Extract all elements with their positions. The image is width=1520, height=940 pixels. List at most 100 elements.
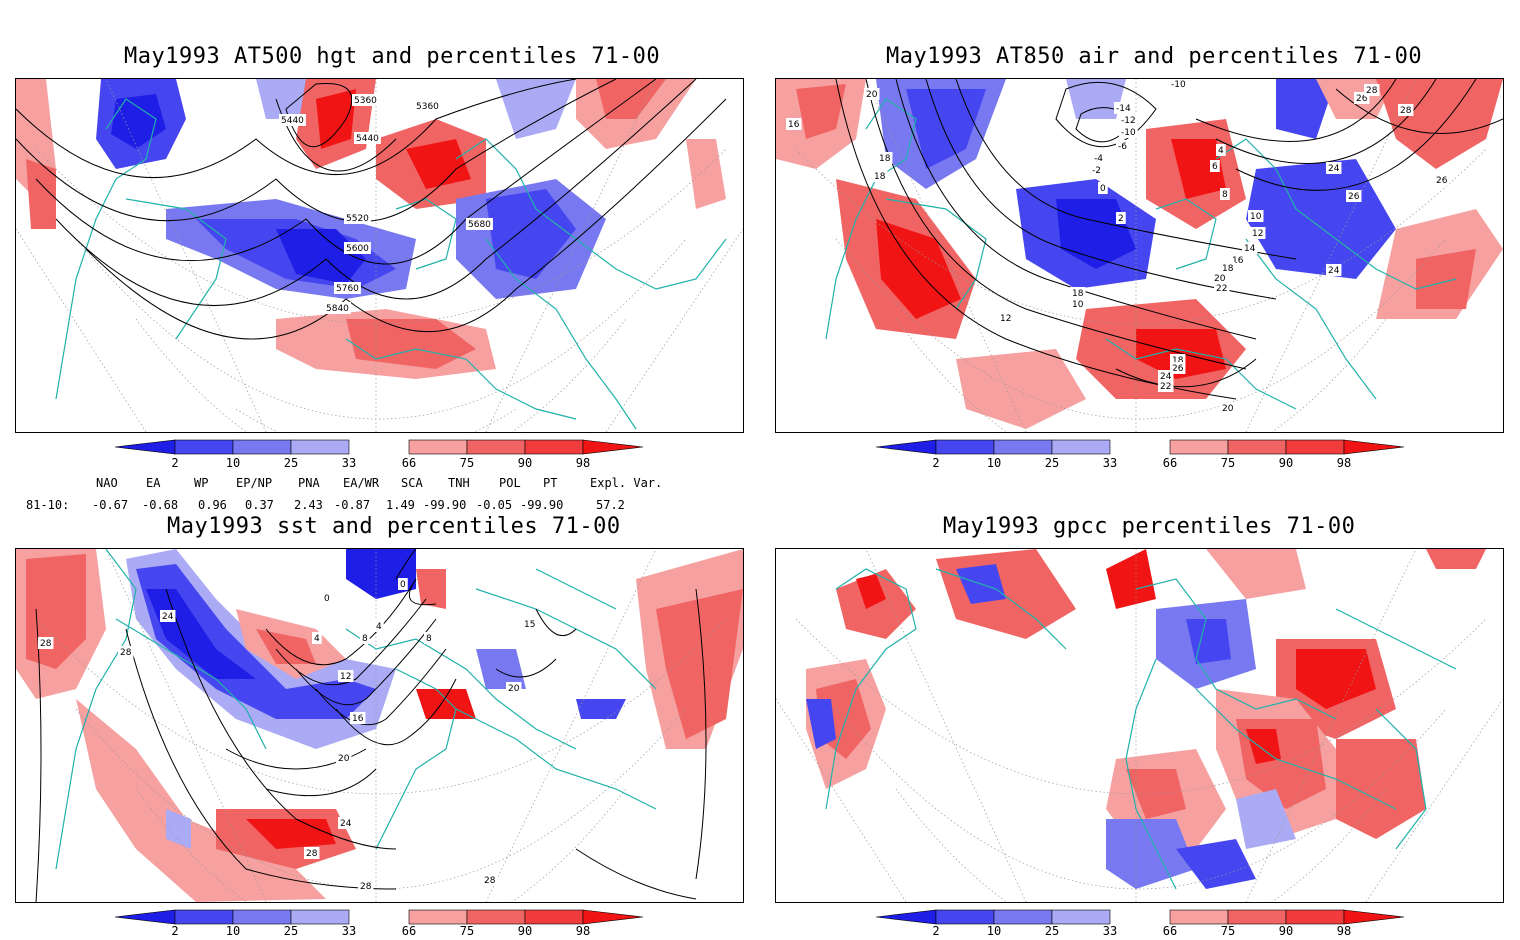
legend-label: 25 [1044, 924, 1060, 938]
percentile-shading [776, 79, 1503, 429]
map-at850-air: 20 16 18 18 -10 -14 -12 -10 -6 -4 -2 0 2… [775, 78, 1504, 433]
legend-label: 98 [575, 456, 591, 470]
legend-label: 98 [575, 924, 591, 938]
legend-label: 10 [225, 456, 241, 470]
contour-labels: 28 28 24 0 4 4 8 8 12 16 20 24 28 28 28 … [38, 578, 538, 892]
colorbar-legend-bottom-right: 2 10 25 33 66 75 90 98 [875, 909, 1406, 940]
contour-label: 8 [1222, 190, 1228, 200]
contour-label: 18 [1072, 289, 1084, 299]
colorbar [875, 439, 1405, 455]
contour-label: 8 [362, 634, 368, 644]
contour-label: 10 [1072, 300, 1084, 310]
contour-label: 5520 [346, 214, 369, 224]
contour-label: 5840 [326, 304, 349, 314]
contour-label: -12 [1121, 116, 1136, 126]
tele-header: TNH [448, 476, 470, 490]
contour-label: 5440 [356, 134, 379, 144]
tele-header: EA/WR [343, 476, 380, 490]
contour-label: 24 [1328, 164, 1340, 174]
legend-label: 25 [1044, 456, 1060, 470]
contour-label: 15 [524, 620, 535, 630]
contour-label: 4 [1218, 146, 1224, 156]
tele-header: PNA [298, 476, 320, 490]
legend-label: 10 [986, 456, 1002, 470]
colorbar-legend-bottom-left: 2 10 25 33 66 75 90 98 [114, 909, 645, 940]
map-canvas [776, 549, 1503, 902]
legend-label: 66 [401, 456, 417, 470]
contour-label: 5600 [346, 244, 369, 254]
legend-label: 98 [1336, 456, 1352, 470]
tele-value: 57.2 [596, 498, 625, 512]
legend-label: 25 [283, 456, 299, 470]
legend-label: 75 [1220, 456, 1236, 470]
contour-label: 8 [426, 634, 432, 644]
contour-label: 20 [1222, 404, 1234, 414]
contour-label: 28 [1366, 86, 1378, 96]
panel-title-gpcc: May1993 gpcc percentiles 71-00 [943, 514, 1356, 539]
colorbar [875, 909, 1405, 925]
contour-label: -4 [1094, 154, 1103, 164]
legend-label: 33 [341, 456, 357, 470]
contour-label: 26 [1356, 94, 1368, 104]
legend-label: 10 [986, 924, 1002, 938]
legend-label: 33 [1102, 924, 1118, 938]
contour-label: 20 [866, 90, 878, 100]
contour-label: 28 [360, 882, 372, 892]
contour-label: 26 [1436, 176, 1448, 186]
tele-value: -0.67 [92, 498, 129, 512]
contour-labels: 5440 5360 5360 5440 5520 5600 5680 5760 … [279, 94, 493, 314]
map-gpcc-precip [775, 548, 1504, 903]
tele-value: 0.96 [198, 498, 227, 512]
tele-header: EA [146, 476, 161, 490]
legend-label: 33 [1102, 456, 1118, 470]
map-canvas: 28 28 24 0 4 4 8 8 12 16 20 24 28 28 28 … [16, 549, 743, 902]
height-contours [16, 79, 727, 340]
tele-header: SCA [401, 476, 423, 490]
tele-value: -99.90 [520, 498, 564, 512]
colorbar [114, 439, 644, 455]
contour-label: 24 [162, 612, 174, 622]
contour-label: 12 [1252, 229, 1263, 239]
contour-label: 5440 [281, 116, 304, 126]
contour-label: -10 [1121, 128, 1136, 138]
legend-label: 75 [459, 456, 475, 470]
contour-label: 0 [1100, 184, 1106, 194]
tele-header: EP/NP [236, 476, 273, 490]
contour-label: 16 [788, 120, 800, 130]
graticule [776, 549, 1503, 902]
tele-row-label: 81-10: [26, 498, 70, 512]
colorbar-legend-top-right: 2 10 25 33 66 75 90 98 [875, 439, 1406, 475]
contour-label: 20 [1214, 274, 1226, 284]
contour-label: 28 [120, 648, 132, 658]
contour-label: 12 [340, 672, 351, 682]
legend-label: 66 [401, 924, 417, 938]
contour-label: 5760 [336, 284, 359, 294]
tele-value: 0.37 [245, 498, 274, 512]
contour-label: 18 [874, 172, 886, 182]
contour-label: -14 [1116, 104, 1131, 114]
contour-label: 16 [1232, 256, 1244, 266]
tele-value: -99.90 [423, 498, 467, 512]
contour-label: 22 [1216, 284, 1227, 294]
colorbar [114, 909, 644, 925]
contour-label: 24 [340, 819, 352, 829]
contour-label: -6 [1118, 142, 1127, 152]
contour-label: 6 [1212, 162, 1218, 172]
legend-label: 98 [1336, 924, 1352, 938]
tele-header: PT [543, 476, 558, 490]
contour-label: 28 [484, 876, 496, 886]
tele-value: 1.49 [386, 498, 415, 512]
map-canvas: 5440 5360 5360 5440 5520 5600 5680 5760 … [16, 79, 743, 432]
legend-label: 2 [171, 924, 179, 938]
panel-title-at500: May1993 AT500 hgt and percentiles 71-00 [124, 44, 661, 69]
contour-label: 20 [338, 754, 350, 764]
graticule [795, 79, 1487, 432]
tele-value: -0.05 [476, 498, 513, 512]
legend-label: 90 [1278, 456, 1294, 470]
contour-label: 4 [314, 634, 320, 644]
map-canvas: 20 16 18 18 -10 -14 -12 -10 -6 -4 -2 0 2… [776, 79, 1503, 432]
coastlines [825, 568, 1457, 890]
map-at500-hgt: 5440 5360 5360 5440 5520 5600 5680 5760 … [15, 78, 744, 433]
contour-label: 10 [1250, 212, 1262, 222]
contour-label: 22 [1160, 382, 1171, 392]
